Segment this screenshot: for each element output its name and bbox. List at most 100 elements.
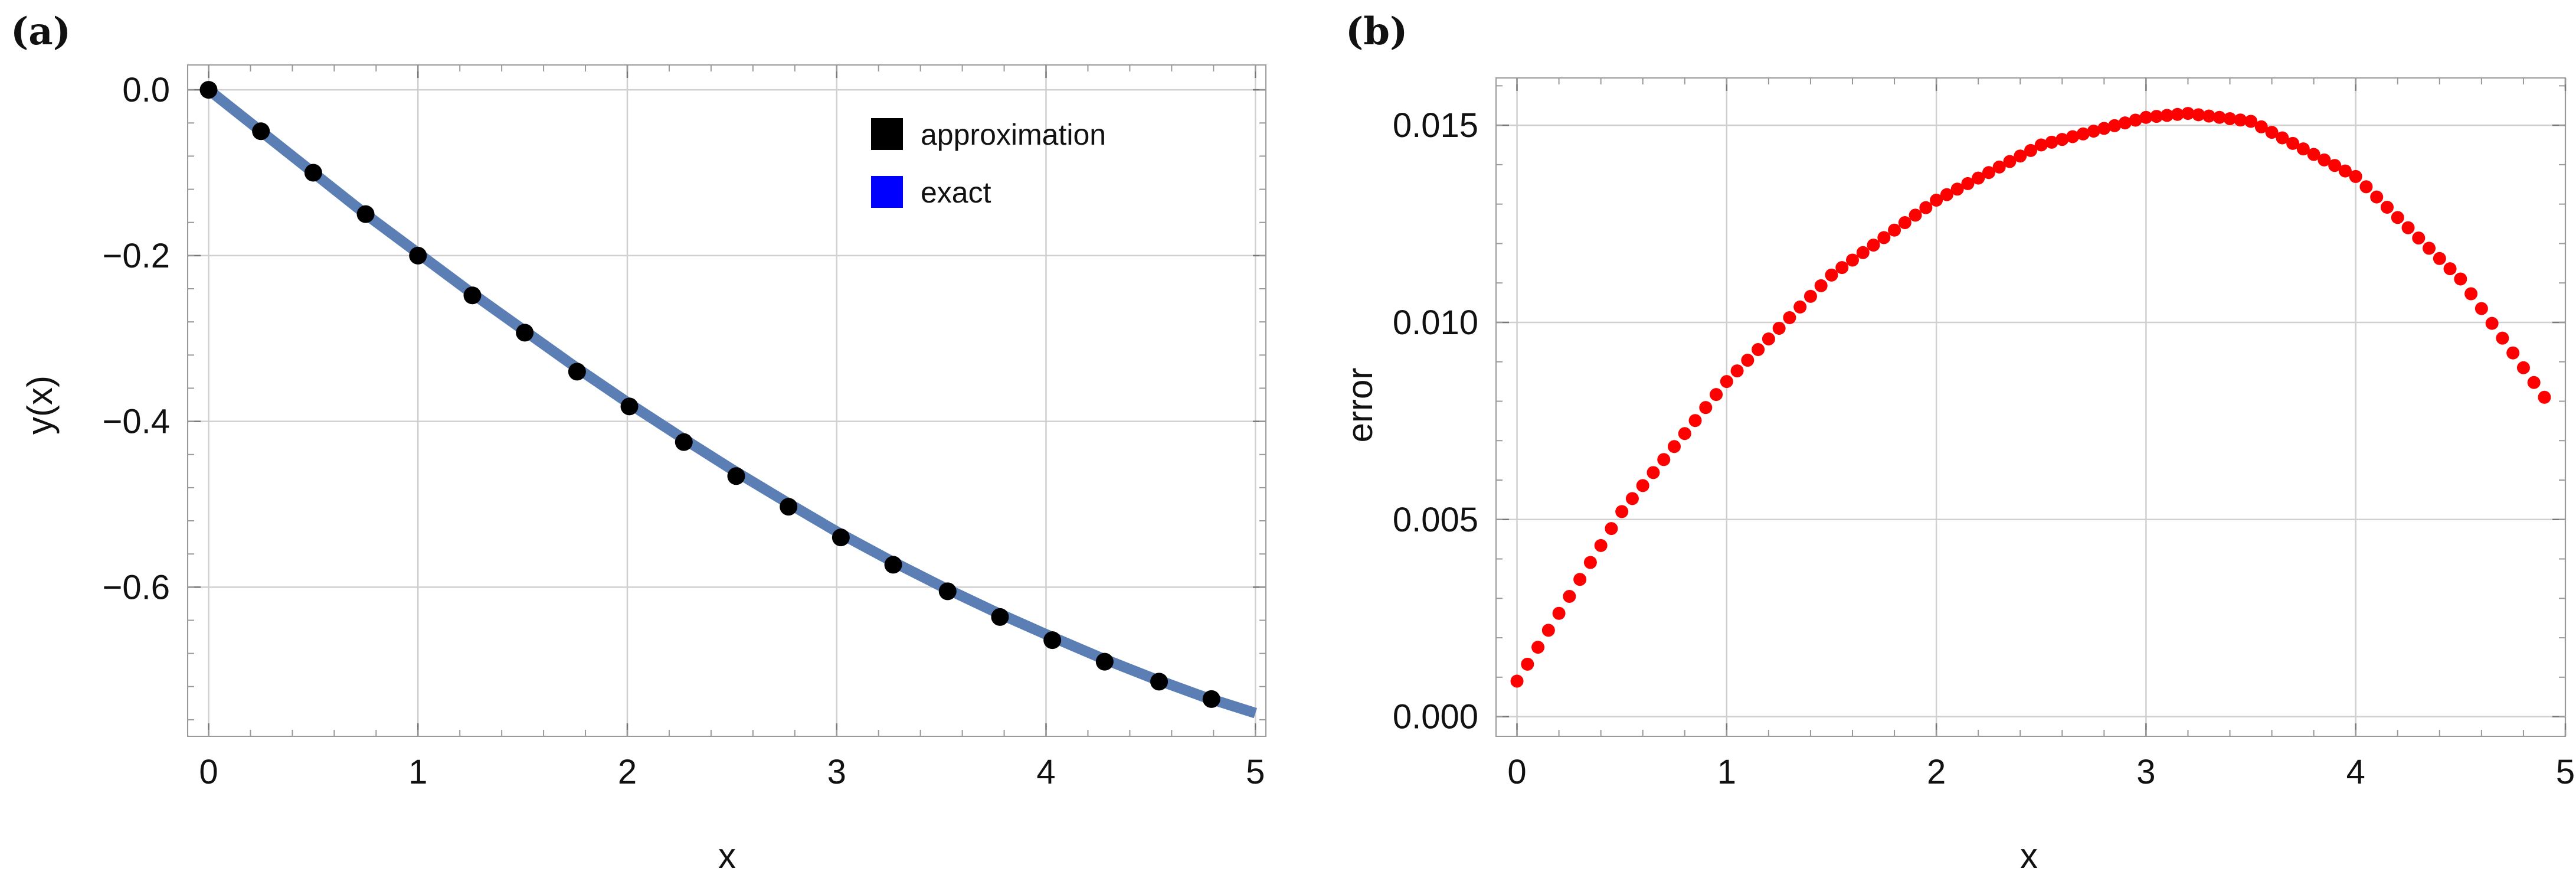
y-tick-label: 0.000	[1393, 698, 1478, 736]
data-point-error	[2412, 231, 2426, 245]
y-tick-label: −0.2	[103, 237, 171, 275]
data-point-error	[1909, 208, 1922, 222]
data-point-error	[1657, 453, 1671, 466]
data-point-error	[2338, 164, 2352, 178]
data-point-error	[2538, 390, 2551, 404]
x-tick-label: 4	[1036, 753, 1055, 791]
chart-a-ticks	[188, 65, 1266, 736]
data-point-error	[2014, 149, 2027, 163]
data-point-error	[1803, 289, 1817, 303]
chart-a-frame	[187, 64, 1266, 737]
series-line-exact	[205, 86, 1258, 719]
data-point-error	[1919, 201, 1933, 214]
chart-a-grid	[188, 65, 1266, 736]
data-point-error	[2464, 287, 2478, 301]
data-point-approximation	[727, 467, 745, 485]
data-point-approximation	[463, 286, 482, 305]
legend-label-exact: exact	[921, 176, 991, 209]
data-point-error	[2076, 127, 2090, 141]
x-tick-label: 2	[618, 753, 637, 791]
data-point-approximation	[1095, 652, 1114, 671]
data-point-error	[1888, 223, 1901, 237]
data-point-error	[1730, 364, 1744, 378]
data-point-error	[2024, 143, 2037, 157]
y-tick-label: −0.4	[103, 403, 171, 441]
data-point-error	[2443, 262, 2457, 276]
data-point-approximation	[620, 397, 639, 416]
data-point-error	[2506, 346, 2520, 360]
data-point-approximation	[199, 81, 218, 99]
data-point-error	[2045, 135, 2058, 149]
data-point-error	[2454, 272, 2467, 286]
data-point-error	[1541, 624, 1555, 637]
chart-a: (a) 0 1 2 3 4 5 0.0 −0.2 −0.4 −0.6 x y(x) approxi…	[11, 9, 1266, 876]
data-point-error	[1615, 505, 1629, 518]
data-point-approximation	[1043, 631, 1062, 650]
data-point-error	[1573, 573, 1587, 586]
data-point-error	[1521, 657, 1534, 671]
data-point-error	[2516, 361, 2530, 374]
chart-b-frame	[1495, 77, 2566, 737]
x-tick-label: 0	[199, 753, 218, 791]
data-point-error	[1793, 300, 1807, 314]
data-point-error	[1699, 401, 1713, 415]
data-point-error	[1814, 279, 1828, 292]
data-point-error	[1825, 268, 1838, 282]
data-point-error	[2318, 153, 2331, 167]
data-point-error	[2286, 136, 2300, 150]
x-tick-label: 5	[2556, 753, 2575, 791]
data-point-error	[1950, 182, 1964, 196]
data-point-error	[1678, 427, 1691, 440]
y-tick-label: 0.005	[1393, 501, 1478, 539]
data-point-error	[2496, 331, 2509, 345]
data-point-error	[2296, 142, 2310, 156]
y-tick-label: 0.0	[122, 71, 170, 109]
chart-b-tick-labels: 0 1 2 3 4 5 0.000 0.005 0.010 0.015	[1393, 106, 2575, 791]
y-tick-label: −0.6	[103, 568, 171, 606]
data-point-error	[2202, 109, 2215, 123]
chart-b: (b) 0 1 2 3 4 5 0.000 0.005 0.010 0.015 x error	[1340, 9, 2575, 876]
data-point-error	[2066, 130, 2080, 143]
data-point-error	[1710, 388, 1723, 402]
chart-a-x-axis-title: x	[718, 836, 736, 876]
data-point-error	[1563, 589, 1576, 603]
data-point-error	[2055, 133, 2069, 146]
data-point-error	[1720, 375, 1733, 389]
data-point-error	[1982, 166, 1995, 180]
chart-b-y-axis-title: error	[1340, 368, 1380, 443]
chart-b-x-axis-title: x	[2020, 836, 2038, 876]
data-point-error	[2129, 113, 2142, 127]
data-point-error	[1762, 332, 1775, 345]
chart-a-legend: approximation exact	[871, 118, 1106, 209]
data-point-error	[1772, 321, 1786, 335]
chart-a-y-axis-title: y(x)	[20, 376, 60, 435]
data-point-error	[2181, 107, 2195, 120]
y-tick-label: 0.015	[1393, 106, 1478, 145]
chart-b-ticks	[1496, 78, 2567, 736]
data-point-error	[2160, 109, 2174, 122]
data-point-error	[2118, 116, 2132, 130]
data-point-error	[2254, 120, 2268, 133]
legend-label-approximation: approximation	[921, 118, 1106, 151]
y-tick-label: 0.010	[1393, 304, 1478, 342]
data-point-error	[2401, 221, 2415, 234]
data-point-error	[2003, 155, 2017, 168]
data-point-error	[2485, 316, 2499, 330]
data-point-error	[2192, 108, 2205, 122]
data-point-error	[1636, 479, 1649, 492]
data-point-error	[1961, 177, 1975, 190]
data-point-error	[1972, 171, 1985, 185]
data-point-error	[2328, 159, 2342, 172]
data-point-error	[2527, 376, 2541, 389]
data-point-approximation	[832, 528, 850, 547]
data-point-approximation	[568, 363, 586, 381]
data-point-error	[1867, 239, 1880, 252]
data-point-error	[1688, 414, 1702, 428]
legend-swatch-approximation	[871, 118, 903, 150]
data-point-approximation	[356, 205, 375, 223]
data-point-error	[1940, 188, 1953, 201]
data-point-error	[2171, 107, 2184, 121]
data-point-error	[2212, 110, 2226, 124]
data-point-error	[2150, 110, 2163, 123]
